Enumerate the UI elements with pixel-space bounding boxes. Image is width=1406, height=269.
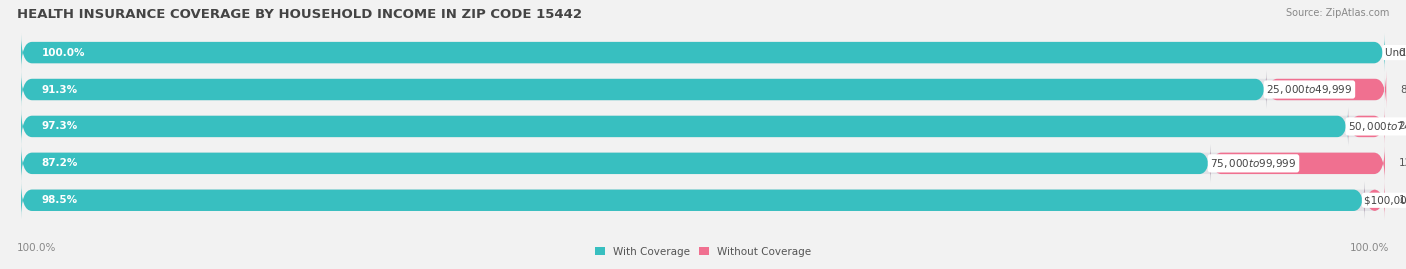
FancyBboxPatch shape bbox=[1211, 144, 1385, 182]
FancyBboxPatch shape bbox=[1364, 182, 1385, 219]
FancyBboxPatch shape bbox=[21, 182, 1385, 219]
Text: 1.5%: 1.5% bbox=[1399, 195, 1406, 205]
Text: $50,000 to $74,999: $50,000 to $74,999 bbox=[1348, 120, 1406, 133]
Text: 8.8%: 8.8% bbox=[1400, 84, 1406, 94]
Text: $25,000 to $49,999: $25,000 to $49,999 bbox=[1267, 83, 1353, 96]
FancyBboxPatch shape bbox=[21, 108, 1385, 145]
Text: 97.3%: 97.3% bbox=[42, 121, 77, 132]
FancyBboxPatch shape bbox=[21, 71, 1385, 108]
FancyBboxPatch shape bbox=[21, 34, 1385, 71]
Legend: With Coverage, Without Coverage: With Coverage, Without Coverage bbox=[595, 247, 811, 257]
Text: 91.3%: 91.3% bbox=[42, 84, 77, 94]
FancyBboxPatch shape bbox=[1267, 71, 1386, 108]
Text: 2.7%: 2.7% bbox=[1399, 121, 1406, 132]
Text: Source: ZipAtlas.com: Source: ZipAtlas.com bbox=[1285, 8, 1389, 18]
Text: 87.2%: 87.2% bbox=[42, 158, 77, 168]
FancyBboxPatch shape bbox=[21, 108, 1348, 145]
FancyBboxPatch shape bbox=[21, 144, 1211, 182]
FancyBboxPatch shape bbox=[21, 71, 1267, 108]
FancyBboxPatch shape bbox=[21, 144, 1385, 182]
Text: $75,000 to $99,999: $75,000 to $99,999 bbox=[1211, 157, 1296, 170]
Text: 100.0%: 100.0% bbox=[17, 243, 56, 253]
Text: 98.5%: 98.5% bbox=[42, 195, 77, 205]
Text: 12.8%: 12.8% bbox=[1399, 158, 1406, 168]
Text: 100.0%: 100.0% bbox=[1350, 243, 1389, 253]
Text: $100,000 and over: $100,000 and over bbox=[1364, 195, 1406, 205]
Text: 100.0%: 100.0% bbox=[42, 48, 84, 58]
Text: 0.0%: 0.0% bbox=[1399, 48, 1406, 58]
FancyBboxPatch shape bbox=[1348, 108, 1385, 145]
FancyBboxPatch shape bbox=[21, 34, 1385, 71]
Text: Under $25,000: Under $25,000 bbox=[1385, 48, 1406, 58]
Text: HEALTH INSURANCE COVERAGE BY HOUSEHOLD INCOME IN ZIP CODE 15442: HEALTH INSURANCE COVERAGE BY HOUSEHOLD I… bbox=[17, 8, 582, 21]
FancyBboxPatch shape bbox=[21, 182, 1364, 219]
